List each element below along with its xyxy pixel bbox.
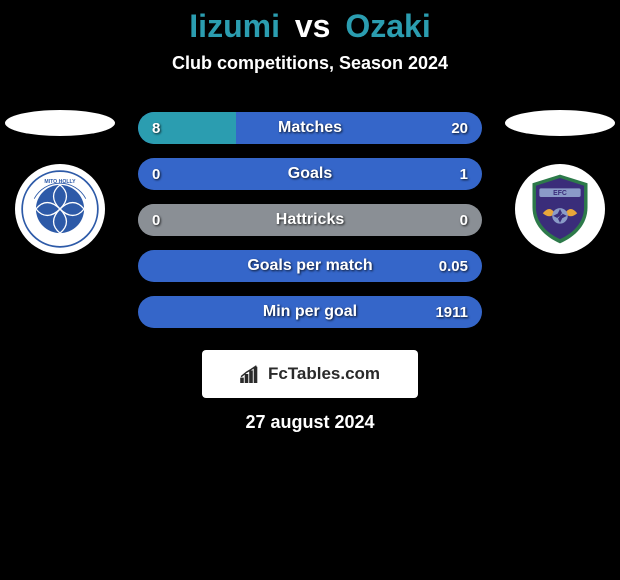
stat-bar: Goals per match 0.05 [138, 250, 482, 282]
stat-value-right: 0 [460, 212, 468, 229]
stat-value-left: 8 [152, 120, 160, 137]
stat-label: Goals per match [247, 257, 372, 275]
stat-label: Matches [278, 119, 342, 137]
stat-value-left: 0 [152, 212, 160, 229]
stat-label: Hattricks [276, 211, 344, 229]
player1-name: Iizumi [189, 8, 280, 44]
comparison-card: Iizumi vs Ozaki Club competitions, Seaso… [0, 0, 620, 433]
stat-bar: 0 Goals 1 [138, 158, 482, 190]
stat-value-right: 20 [451, 120, 468, 137]
player1-club-badge: MITO HOLLY [15, 164, 105, 254]
stat-value-right: 1 [460, 166, 468, 183]
svg-text:MITO HOLLY: MITO HOLLY [44, 179, 76, 185]
title: Iizumi vs Ozaki [0, 8, 620, 45]
brand-text: FcTables.com [268, 364, 380, 384]
stat-label: Min per goal [263, 303, 357, 321]
brand-box[interactable]: FcTables.com [202, 350, 418, 398]
stat-label: Goals [288, 165, 332, 183]
subtitle: Club competitions, Season 2024 [0, 53, 620, 74]
player2-name: Ozaki [345, 8, 430, 44]
stat-value-left: 0 [152, 166, 160, 183]
player1-column: MITO HOLLY [0, 110, 120, 254]
mito-hollyhock-badge-icon: MITO HOLLY [17, 166, 103, 252]
player2-column: EFC [500, 110, 620, 254]
vs-text: vs [295, 8, 331, 44]
stat-value-right: 0.05 [439, 258, 468, 275]
svg-text:EFC: EFC [553, 190, 567, 197]
content-row: MITO HOLLY 8 Matches 20 0 Goals 1 0 Hattricks 0 G… [0, 110, 620, 342]
player2-photo-placeholder [505, 110, 615, 136]
ehime-fc-badge-icon: EFC [517, 166, 603, 252]
stat-bar: 0 Hattricks 0 [138, 204, 482, 236]
date-text: 27 august 2024 [0, 412, 620, 433]
player1-photo-placeholder [5, 110, 115, 136]
stat-value-right: 1911 [435, 304, 468, 321]
stat-bar: Min per goal 1911 [138, 296, 482, 328]
stat-bar: 8 Matches 20 [138, 112, 482, 144]
fctables-logo-icon [240, 365, 262, 383]
player2-club-badge: EFC [515, 164, 605, 254]
stats-column: 8 Matches 20 0 Goals 1 0 Hattricks 0 Goals per ma… [138, 110, 482, 342]
